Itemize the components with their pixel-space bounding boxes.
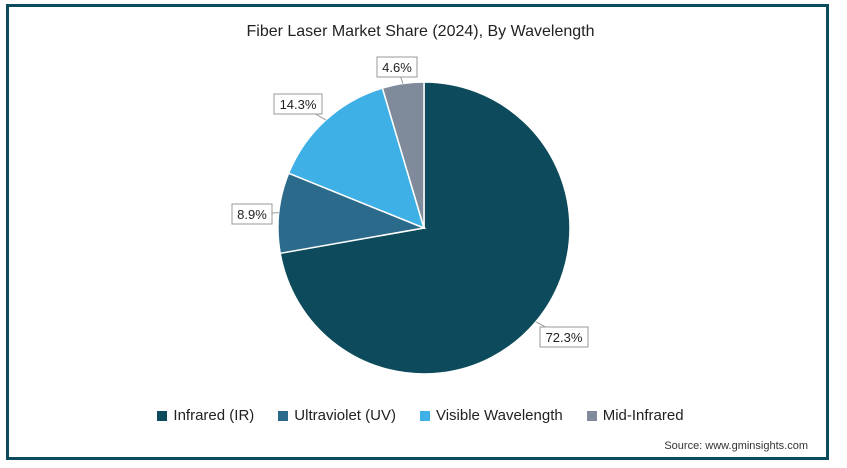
legend-item-mid-infrared: Mid-Infrared <box>586 407 684 424</box>
legend: Infrared (IR) Ultraviolet (UV) Visible W… <box>9 407 832 424</box>
legend-label: Visible Wavelength <box>435 407 563 424</box>
pie-slice-2 <box>287 87 426 230</box>
chart-frame: Fiber Laser Market Share (2024), By Wave… <box>6 4 829 460</box>
legend-label: Mid-Infrared <box>602 407 684 424</box>
data-label-2: 14.3% <box>280 97 317 112</box>
legend-swatch <box>278 410 289 421</box>
pie-slice-3 <box>381 81 425 229</box>
legend-item-ultraviolet: Ultraviolet (UV) <box>278 407 396 424</box>
chart-title: Fiber Laser Market Share (2024), By Wave… <box>246 23 595 40</box>
pie-slice-1 <box>277 172 427 255</box>
legend-swatch <box>157 410 168 421</box>
data-label-3: 4.6% <box>382 60 412 75</box>
legend-label: Infrared (IR) <box>173 407 255 424</box>
data-label-box-3 <box>376 56 418 78</box>
data-label-0: 72.3% <box>546 330 583 345</box>
legend-swatch <box>586 410 597 421</box>
data-label-box-0 <box>539 326 589 348</box>
data-label-box-1 <box>231 203 273 225</box>
legend-label: Ultraviolet (UV) <box>294 407 396 424</box>
data-label-box-2 <box>273 93 323 115</box>
legend-item-visible: Visible Wavelength <box>419 407 563 424</box>
data-label-1: 8.9% <box>237 207 267 222</box>
pie-chart: 72.3% 8.9% 14.3% 4.6% <box>231 56 589 375</box>
source-note: Source: www.gminsights.com <box>664 440 808 452</box>
legend-swatch <box>419 410 430 421</box>
legend-item-infrared: Infrared (IR) <box>157 407 254 424</box>
